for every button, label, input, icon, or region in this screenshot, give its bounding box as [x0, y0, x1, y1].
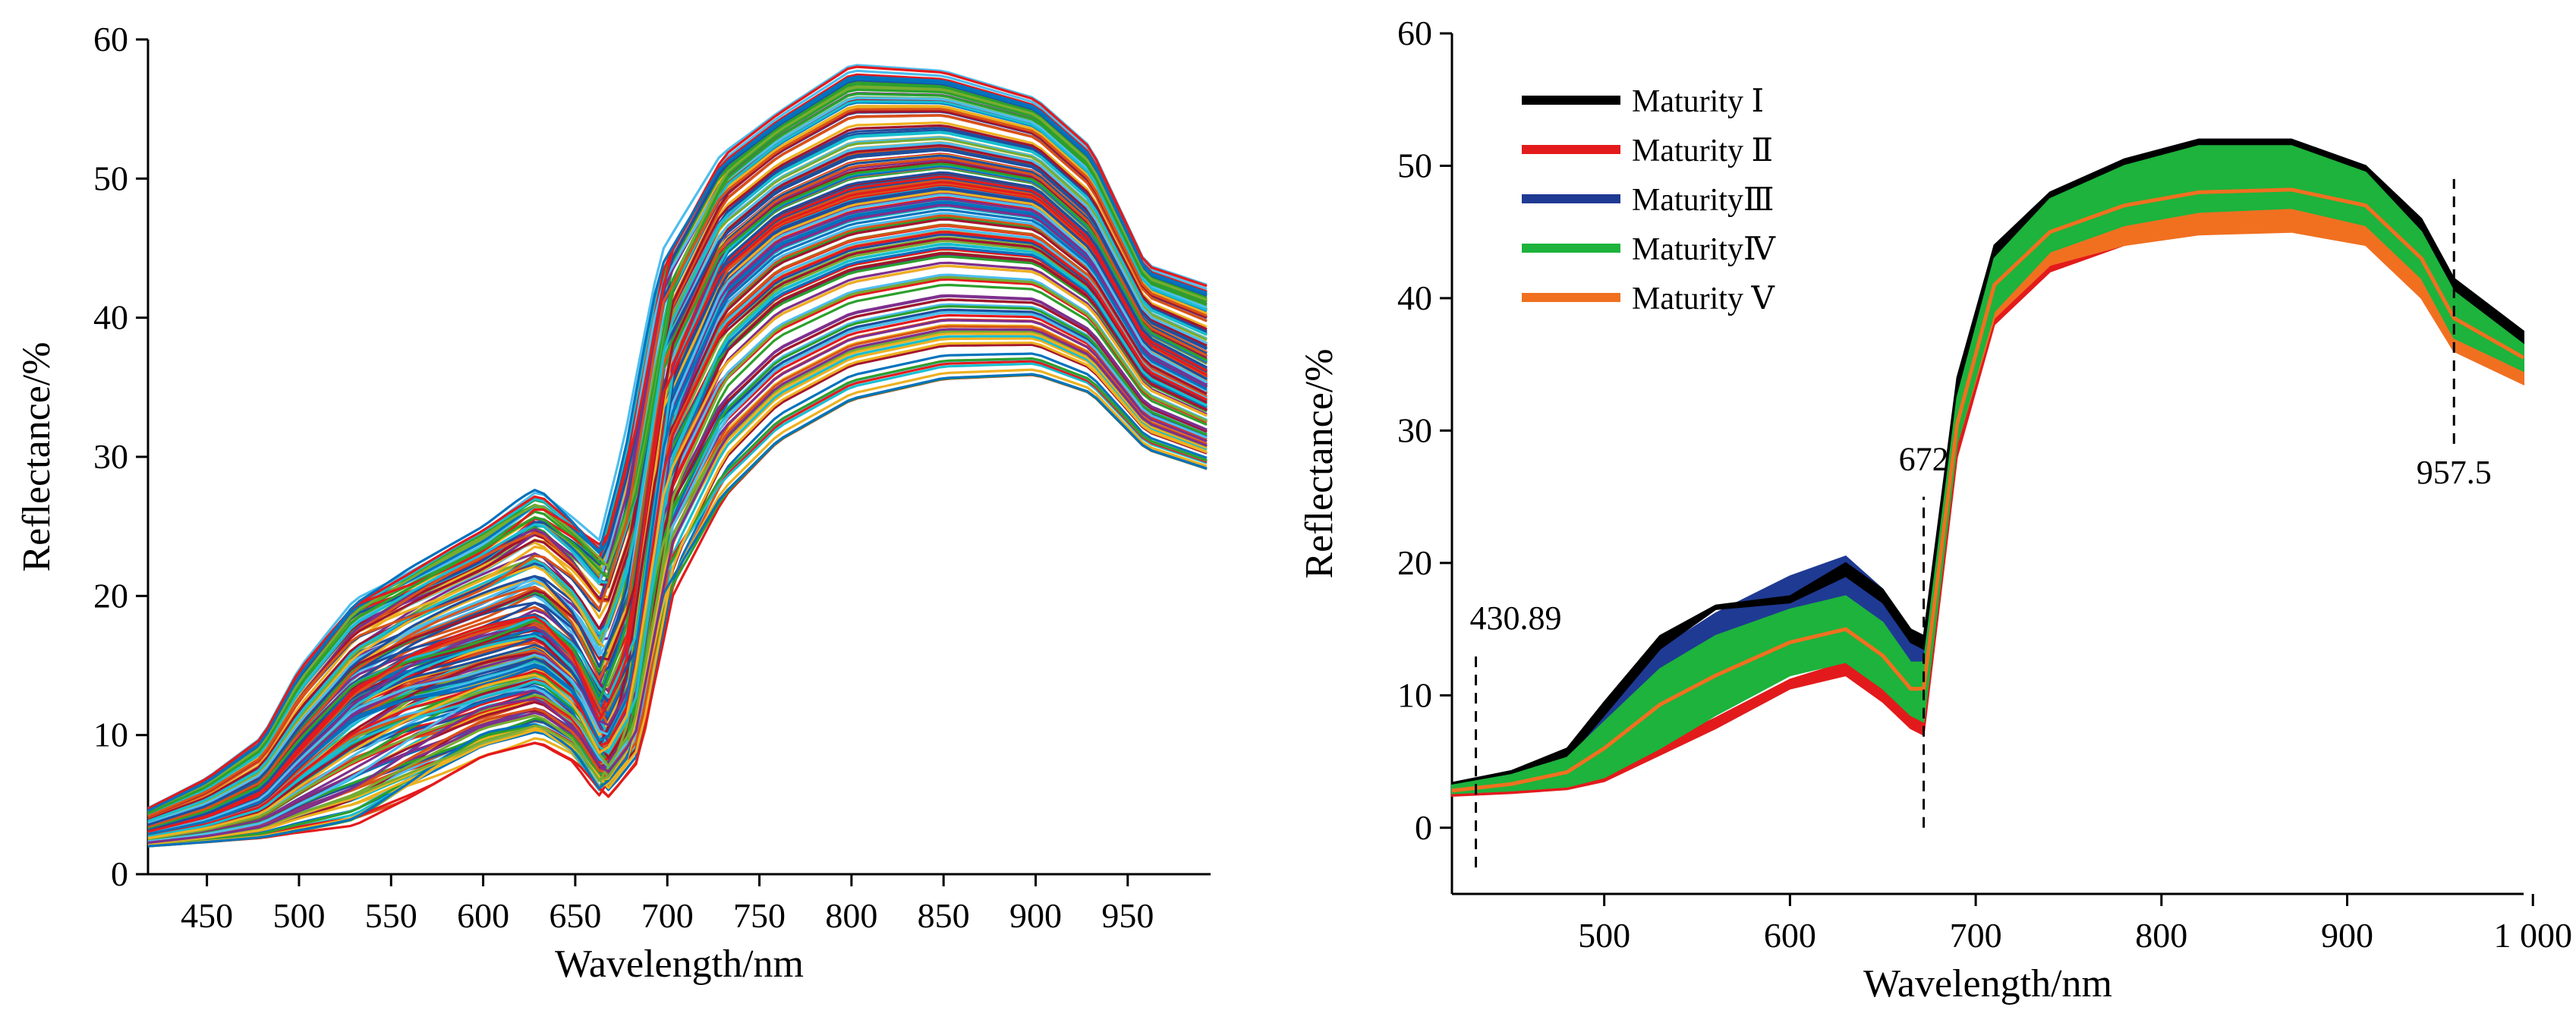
left-series-line: [147, 264, 1208, 840]
left-series-line: [147, 319, 1208, 844]
legend-label: Maturity Ⅱ: [1632, 134, 1773, 168]
legend: Maturity Ⅰ Maturity Ⅱ MaturityⅢ MaturityⅣ Ma…: [1522, 84, 1776, 316]
left-series-line: [147, 108, 1208, 818]
legend-label: MaturityⅣ: [1632, 232, 1776, 267]
left-x-axis-title: Wavelength/nm: [555, 942, 804, 986]
left-x-tick-label: 500: [272, 896, 325, 935]
left-series-line: [147, 92, 1208, 815]
right-y-tick-label: 0: [1415, 808, 1432, 847]
left-y-tick-label: 0: [111, 854, 128, 893]
left-series-line: [147, 175, 1208, 832]
left-x-tick-label: 850: [918, 896, 970, 935]
chart-right: 0 10 20 30 40 50 60 500 600 700 800 900 1 000 Wavelen…: [1298, 14, 2572, 1005]
right-x-tick-label: 1 000: [2493, 916, 2572, 955]
left-series-line: [147, 341, 1208, 845]
left-x-tick-label: 800: [825, 896, 877, 935]
right-y-tick-label: 60: [1397, 14, 1432, 52]
right-x-tick-label: 900: [2321, 916, 2373, 955]
left-x-tick-label: 750: [733, 896, 786, 935]
left-x-tick-label: 900: [1009, 896, 1062, 935]
left-series-line: [147, 252, 1208, 839]
left-series-line: [147, 209, 1208, 835]
right-x-tick-label: 600: [1764, 916, 1816, 955]
right-x-tick-label: 500: [1578, 916, 1630, 955]
left-x-tick-label: 600: [457, 896, 509, 935]
legend-label: MaturityⅢ: [1632, 183, 1774, 218]
left-series-line: [147, 187, 1208, 834]
right-x-axis-title: Wavelength/nm: [1863, 962, 2112, 1005]
left-series-line: [147, 357, 1208, 847]
right-y-axis-title: Reflectance/%: [1298, 348, 1341, 578]
left-series-line: [147, 231, 1208, 837]
left-series-line: [147, 131, 1208, 823]
right-y-tick-label: 40: [1397, 278, 1432, 317]
left-series-line: [147, 328, 1208, 845]
right-y-tick-label: 10: [1397, 675, 1432, 714]
left-series-line: [147, 305, 1208, 842]
left-y-tick-label: 50: [93, 159, 128, 197]
left-y-tick-label: 20: [93, 576, 128, 615]
right-y-tick-label: 20: [1397, 543, 1432, 582]
left-x-tick-label: 950: [1101, 896, 1154, 935]
left-plot-lines: [147, 64, 1208, 848]
left-series-line: [147, 149, 1208, 826]
annotation-label: 430.89: [1470, 599, 1562, 637]
left-series-line: [147, 197, 1208, 835]
left-y-tick-label: 40: [93, 298, 128, 337]
left-x-tick-label: 650: [549, 896, 601, 935]
band-maturity-4: [1451, 145, 2524, 795]
right-plot-bands: [1451, 138, 2525, 797]
left-series-line: [147, 373, 1208, 848]
chart-left: 0 10 20 30 40 50 60 450 500 550 600 650 700 750 800 850…: [15, 20, 1211, 986]
legend-label: Maturity Ⅰ: [1632, 84, 1764, 119]
left-series-line: [147, 137, 1208, 824]
left-series-line: [147, 242, 1208, 839]
annotation-label: 672: [1899, 441, 1949, 478]
left-series-line: [147, 194, 1208, 835]
right-y-tick-label: 50: [1397, 146, 1432, 184]
left-series-line: [147, 64, 1208, 810]
left-y-axis-title: Reflectance/%: [15, 341, 58, 571]
left-series-line: [147, 162, 1208, 829]
left-series-line: [147, 96, 1208, 816]
left-y-tick-label: 30: [93, 437, 128, 476]
left-series-line: [147, 311, 1208, 843]
left-series-line: [147, 171, 1208, 831]
left-series-line: [147, 77, 1208, 812]
left-x-tick-label: 700: [641, 896, 694, 935]
left-series-line: [147, 275, 1208, 841]
right-x-tick-label: 800: [2135, 916, 2187, 955]
left-x-tick-label: 450: [181, 896, 233, 935]
left-y-tick-label: 60: [93, 20, 128, 58]
right-y-tick-label: 30: [1397, 411, 1432, 449]
left-y-tick-label: 10: [93, 716, 128, 754]
left-series-line: [147, 181, 1208, 833]
annotation-label: 957.5: [2417, 454, 2492, 491]
left-x-tick-label: 550: [365, 896, 417, 935]
legend-label: Maturity Ⅴ: [1632, 282, 1775, 316]
maturity-5-mean-line: [1451, 187, 2525, 793]
right-x-tick-label: 700: [1950, 916, 2002, 955]
